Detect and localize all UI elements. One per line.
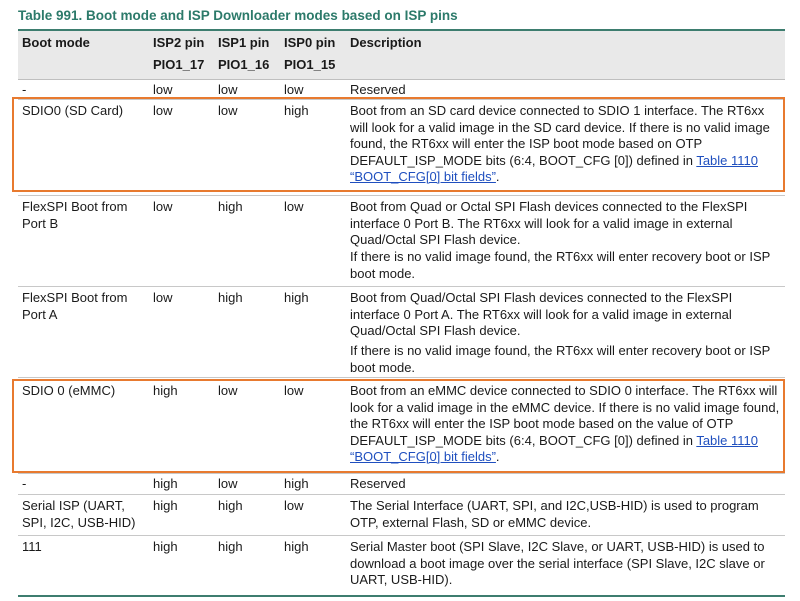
table-row: - low low low Reserved [18, 80, 785, 100]
row-isp1: high [218, 199, 243, 214]
row-isp2: high [153, 476, 178, 491]
row-isp0: high [284, 103, 309, 118]
header-isp2: ISP2 pin [153, 35, 205, 50]
table-row: SDIO 0 (eMMC) high low low Boot from an … [18, 378, 785, 474]
header-isp1: ISP1 pin [218, 35, 270, 50]
boot-mode-table: Boot mode ISP2 pin PIO1_17 ISP1 pin PIO1… [18, 29, 785, 597]
row-isp0: low [284, 82, 304, 97]
table-row: FlexSPI Boot from Port B low high low Bo… [18, 196, 785, 287]
row-isp2: high [153, 498, 178, 513]
row-isp2: high [153, 383, 178, 398]
description-text: Boot from an eMMC device connected to SD… [350, 383, 780, 448]
row-description-note: If there is no valid image found, the RT… [350, 249, 771, 281]
header-isp0-sub: PIO1_15 [284, 57, 336, 72]
table-row: SDIO0 (SD Card) low low high Boot from a… [18, 100, 785, 196]
row-isp0: low [284, 498, 304, 513]
table-caption: Table 991. Boot mode and ISP Downloader … [18, 8, 458, 23]
row-description: The Serial Interface (UART, SPI, and I2C… [350, 498, 759, 530]
row-description: Boot from an eMMC device connected to SD… [350, 383, 780, 466]
row-isp0: high [284, 476, 309, 491]
row-isp2: low [153, 82, 173, 97]
row-description: Boot from Quad/Octal SPI Flash devices c… [350, 290, 733, 338]
boot-cfg-table-link[interactable]: Table 1110 “BOOT_CFG[0] bit fields” [350, 432, 758, 465]
table-bottom-rule [18, 595, 785, 597]
description-end: . [495, 169, 500, 184]
row-description: Reserved [350, 82, 406, 97]
row-isp0: low [284, 199, 304, 214]
description-text: Boot from an SD card device connected to… [350, 103, 770, 168]
header-boot-mode: Boot mode [22, 35, 90, 50]
row-isp0: low [284, 383, 304, 398]
table-row: - high low high Reserved [18, 474, 785, 495]
row-isp1: high [218, 498, 243, 513]
row-isp1: high [218, 539, 243, 554]
row-boot-mode: SDIO 0 (eMMC) [22, 383, 116, 398]
row-description: Boot from an SD card device connected to… [350, 103, 780, 186]
header-isp0: ISP0 pin [284, 35, 336, 50]
row-isp1: low [218, 383, 238, 398]
row-boot-mode: - [22, 82, 27, 97]
row-isp1: low [218, 82, 238, 97]
row-description: Reserved [350, 476, 406, 491]
header-isp1-sub: PIO1_16 [218, 57, 270, 72]
description-end: . [495, 449, 500, 464]
table-header: Boot mode ISP2 pin PIO1_17 ISP1 pin PIO1… [18, 31, 785, 80]
header-isp2-sub: PIO1_17 [153, 57, 205, 72]
row-boot-mode: Serial ISP (UART, SPI, I2C, USB-HID) [22, 498, 136, 530]
row-boot-mode: - [22, 476, 27, 491]
row-isp2: low [153, 290, 173, 305]
row-description: Boot from Quad or Octal SPI Flash device… [350, 199, 748, 247]
row-isp1: high [218, 290, 243, 305]
table-row: Serial ISP (UART, SPI, I2C, USB-HID) hig… [18, 495, 785, 536]
row-boot-mode: FlexSPI Boot from Port B [22, 199, 128, 231]
row-isp0: high [284, 290, 309, 305]
row-boot-mode: SDIO0 (SD Card) [22, 103, 124, 118]
row-isp2: low [153, 199, 173, 214]
row-isp0: high [284, 539, 309, 554]
row-isp2: high [153, 539, 178, 554]
table-row: 111 high high high Serial Master boot (S… [18, 536, 785, 591]
row-isp1: low [218, 103, 238, 118]
row-boot-mode: 111 [22, 539, 42, 554]
row-isp2: low [153, 103, 173, 118]
row-boot-mode: FlexSPI Boot from Port A [22, 290, 128, 322]
table-row: FlexSPI Boot from Port A low high high B… [18, 287, 785, 378]
row-description-note: If there is no valid image found, the RT… [350, 343, 771, 375]
row-description: Serial Master boot (SPI Slave, I2C Slave… [350, 539, 765, 587]
boot-cfg-table-link[interactable]: Table 1110 “BOOT_CFG[0] bit fields” [350, 152, 758, 185]
header-description: Description [350, 35, 422, 50]
table-top-rule [18, 29, 785, 31]
row-isp1: low [218, 476, 238, 491]
